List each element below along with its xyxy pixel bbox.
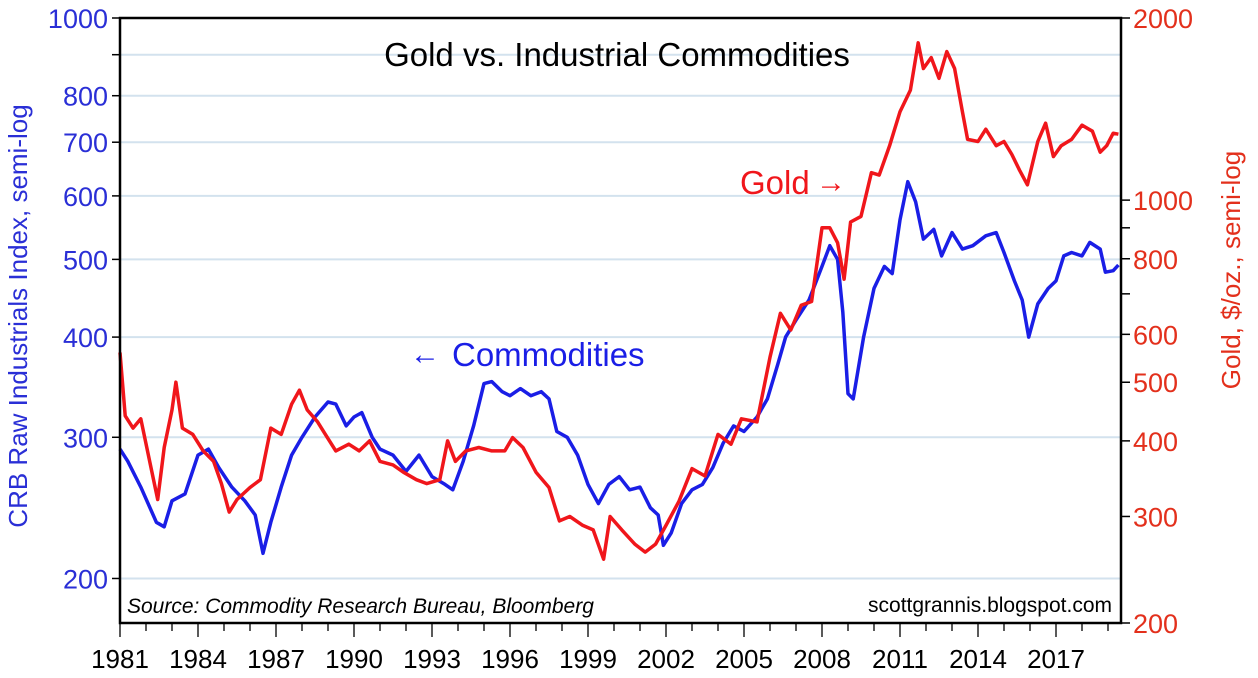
plot-frame <box>118 16 1123 625</box>
y-left-tick-label: 500 <box>63 245 108 275</box>
commodities-annotation: ← Commodities <box>410 336 645 373</box>
y-left-tick-label: 600 <box>63 182 108 212</box>
axes: 1000 800 700 600 500 400 300 200 2000 1000 800 600 5… <box>48 4 1193 674</box>
x-tick-label: 2008 <box>793 644 851 674</box>
gold-arrow: → <box>816 166 846 199</box>
x-tick-label: 1987 <box>247 644 305 674</box>
x-tick-label: 1984 <box>169 644 227 674</box>
x-tick-label: 1981 <box>91 644 149 674</box>
series-line-commodities <box>118 179 1120 556</box>
y-right-tick-label: 800 <box>1133 245 1178 275</box>
y-right-tick-label: 500 <box>1133 368 1178 398</box>
y-right-tick-label: 300 <box>1133 502 1178 532</box>
y-right-tick-label: 2000 <box>1133 4 1193 34</box>
y-left-tick-label: 800 <box>63 82 108 112</box>
y-left-tick-label: 200 <box>63 564 108 594</box>
y-right-tick-label: 1000 <box>1133 186 1193 216</box>
x-tick-label: 1996 <box>481 644 539 674</box>
y-right-axis-label: Gold, $/oz., semi-log <box>1216 151 1246 389</box>
y-right-tick-label: 200 <box>1133 609 1178 639</box>
x-tick-label: 2002 <box>637 644 695 674</box>
y-left-tick-label: 1000 <box>48 4 108 34</box>
y-left-tick-label: 700 <box>63 128 108 158</box>
series-lines <box>118 41 1120 561</box>
y-left-tick-label: 300 <box>63 423 108 453</box>
x-tick-label: 1990 <box>325 644 383 674</box>
x-tick-label: 1999 <box>559 644 617 674</box>
x-tick-label: 2017 <box>1027 644 1085 674</box>
series-line-gold <box>118 41 1119 561</box>
gold-annotation: Gold → <box>740 164 846 201</box>
y-right-tick-label: 400 <box>1133 427 1178 457</box>
source-note: Source: Commodity Research Bureau, Bloom… <box>127 595 594 618</box>
gridlines <box>120 53 1121 580</box>
gold-label: Gold <box>740 164 810 201</box>
y-left-axis-label: CRB Raw Industrials Index, semi-log <box>3 104 33 527</box>
x-tick-label: 2005 <box>715 644 773 674</box>
commodities-arrow: ← <box>410 338 440 371</box>
x-tick-label: 2011 <box>872 644 928 674</box>
y-right-tick-label: 600 <box>1133 320 1178 350</box>
credit-note: scottgrannis.blogspot.com <box>868 594 1112 617</box>
commodities-label: Commodities <box>452 336 645 373</box>
y-left-tick-label: 400 <box>63 323 108 353</box>
x-tick-label: 1993 <box>403 644 461 674</box>
x-tick-label: 2014 <box>949 644 1007 674</box>
chart-title: Gold vs. Industrial Commodities <box>384 36 850 73</box>
